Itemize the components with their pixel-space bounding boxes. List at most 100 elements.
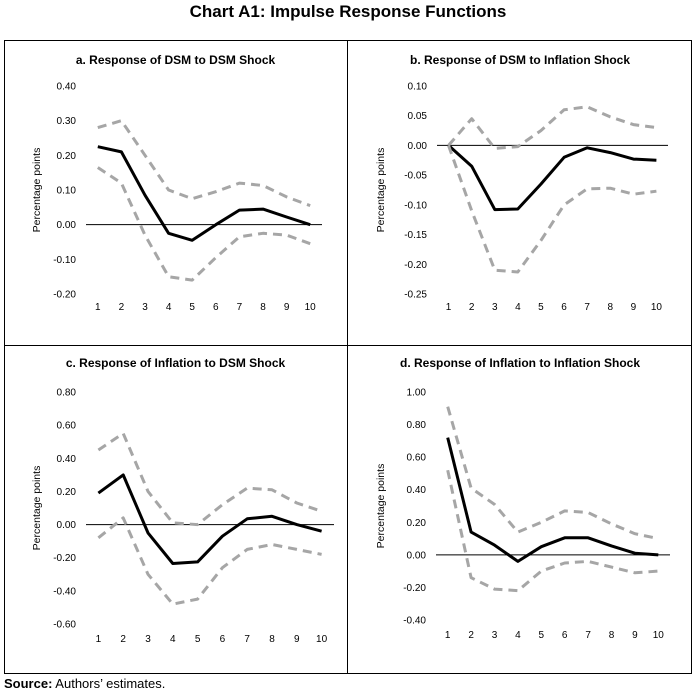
panel-d-y-tick-label: -0.20 — [403, 583, 426, 594]
panel-b-y-tick-label: 0.05 — [408, 111, 428, 122]
panel-a-y-tick-label: -0.10 — [53, 255, 76, 266]
panel-c-y-tick-label: 0.60 — [57, 421, 77, 432]
panel-c-x-tick-label: 9 — [294, 634, 300, 645]
panel-b-x-tick-label: 8 — [607, 302, 613, 313]
panel-d-y-axis-label: Percentage points — [375, 464, 387, 549]
panel-a: a. Response of DSM to DSM Shock Percentag… — [4, 40, 347, 345]
chart-grid-frame — [4, 40, 692, 674]
panel-c-y-tick-label: 0.40 — [57, 454, 77, 465]
panel-d-response-line — [446, 437, 659, 563]
panel-b-lower-band-line — [447, 144, 657, 274]
panel-a-y-tick-label: 0.20 — [57, 151, 77, 162]
panel-b-upper-band-line — [447, 105, 657, 150]
panel-c-x-tick-label: 6 — [220, 634, 226, 645]
panel-a-x-tick-label: 10 — [305, 302, 317, 313]
panel-c: c. Response of Inflation to DSM Shock Per… — [4, 346, 347, 674]
panel-b-x-tick-label: 6 — [561, 302, 567, 313]
panel-d-y-tick-label: 1.00 — [407, 388, 427, 399]
panel-d-x-tick-label: 9 — [632, 630, 638, 641]
panel-a-x-tick-label: 4 — [166, 302, 172, 313]
panel-d-upper-band-line — [446, 406, 659, 541]
panel-b-y-tick-label: -0.05 — [404, 171, 427, 182]
panel-a-y-tick-label: 0.00 — [57, 220, 77, 231]
panel-c-y-tick-label: 0.20 — [57, 487, 77, 498]
panel-b-y-tick-label: -0.10 — [404, 200, 427, 211]
panel-b-x-tick-label: 4 — [515, 302, 521, 313]
panel-a-y-axis-label: Percentage points — [31, 148, 43, 233]
panel-divider-vertical — [347, 40, 348, 674]
panel-d-x-tick-label: 4 — [515, 630, 521, 641]
panel-a-x-tick-label: 6 — [213, 302, 219, 313]
panel-a-chart: a. Response of DSM to DSM Shock Percentag… — [31, 53, 322, 313]
panel-b-chart: b. Response of DSM to Inflation Shock Per… — [375, 53, 668, 313]
panel-c-lower-band-line — [97, 516, 322, 606]
panel-d-x-tick-label: 6 — [562, 630, 568, 641]
panel-d-title: d. Response of Inflation to Inflation Sh… — [400, 356, 640, 370]
panel-d-x-tick-label: 2 — [468, 630, 474, 641]
panel-c-y-tick-label: -0.60 — [53, 620, 76, 631]
panel-b-y-tick-label: -0.20 — [404, 260, 427, 271]
source-label: Source: — [4, 676, 53, 691]
panel-d-x-tick-label: 7 — [585, 630, 591, 641]
panel-c-x-tick-label: 4 — [170, 634, 176, 645]
panel-b-y-tick-label: 0.10 — [408, 82, 428, 93]
panel-b-response-line — [447, 144, 657, 212]
panel-d-chart: d. Response of Inflation to Inflation Sh… — [375, 356, 670, 641]
panel-c-y-tick-label: -0.40 — [53, 586, 76, 597]
panel-b-x-tick-label: 1 — [446, 302, 452, 313]
panel-b-y-axis-label: Percentage points — [375, 148, 387, 233]
panel-d-y-tick-label: 0.00 — [407, 550, 427, 561]
panel-d-x-tick-label: 1 — [445, 630, 451, 641]
panel-d-x-tick-label: 10 — [653, 630, 665, 641]
panel-b-x-tick-label: 2 — [469, 302, 475, 313]
panel-b: b. Response of DSM to Inflation Shock Per… — [348, 40, 692, 345]
panel-a-lower-band-line — [96, 166, 311, 282]
panel-b-title: b. Response of DSM to Inflation Shock — [410, 53, 630, 67]
panel-a-upper-band-line — [97, 119, 311, 208]
panel-b-x-tick-label: 3 — [492, 302, 498, 313]
panel-d-y-tick-label: 0.60 — [407, 453, 427, 464]
chart-main-title: Chart A1: Impulse Response Functions — [189, 2, 507, 21]
panel-b-y-tick-label: 0.00 — [408, 141, 428, 152]
panel-d-x-tick-label: 5 — [539, 630, 545, 641]
panel-d-y-tick-label: 0.80 — [407, 420, 427, 431]
panel-a-y-tick-label: 0.10 — [57, 186, 77, 197]
panel-c-y-tick-label: 0.80 — [57, 388, 77, 399]
source-note: Source: Authors’ estimates. — [4, 676, 165, 691]
panel-a-y-tick-label: 0.40 — [57, 82, 77, 93]
panel-d-y-tick-label: 0.40 — [407, 485, 427, 496]
panel-d-y-tick-label: 0.20 — [407, 518, 427, 529]
panel-d: d. Response of Inflation to Inflation Sh… — [348, 346, 692, 674]
panel-c-response-line — [97, 473, 322, 565]
panel-c-x-tick-label: 8 — [269, 634, 275, 645]
panel-a-y-tick-label: 0.30 — [57, 116, 77, 127]
panel-b-x-tick-label: 10 — [651, 302, 663, 313]
panel-c-upper-band-line — [97, 431, 323, 527]
panel-a-x-tick-label: 7 — [237, 302, 243, 313]
panel-d-x-tick-label: 3 — [492, 630, 498, 641]
panel-a-x-tick-label: 5 — [189, 302, 195, 313]
panel-c-x-tick-label: 7 — [244, 634, 250, 645]
panel-a-x-tick-label: 3 — [142, 302, 148, 313]
panel-b-y-tick-label: -0.25 — [404, 290, 427, 301]
panel-a-title: a. Response of DSM to DSM Shock — [76, 53, 276, 67]
source-text: Authors’ estimates. — [52, 676, 166, 691]
panel-c-x-tick-label: 1 — [96, 634, 102, 645]
panel-d-x-tick-label: 8 — [609, 630, 615, 641]
panel-b-x-tick-label: 5 — [538, 302, 544, 313]
panel-a-x-tick-label: 8 — [260, 302, 266, 313]
panel-divider-horizontal — [4, 345, 692, 346]
panel-a-response-line — [97, 145, 311, 242]
panel-c-x-tick-label: 5 — [195, 634, 201, 645]
panel-a-x-tick-label: 2 — [119, 302, 125, 313]
panel-c-title: c. Response of Inflation to DSM Shock — [66, 356, 286, 370]
panel-d-y-tick-label: -0.40 — [403, 616, 426, 627]
panel-d-lower-band-line — [446, 469, 659, 593]
panel-c-x-tick-label: 10 — [316, 634, 328, 645]
panel-b-y-tick-label: -0.15 — [404, 230, 427, 241]
panel-c-y-tick-label: -0.20 — [53, 553, 76, 564]
panel-a-x-tick-label: 1 — [95, 302, 101, 313]
panel-c-x-tick-label: 3 — [145, 634, 151, 645]
panel-b-x-tick-label: 9 — [631, 302, 637, 313]
panel-c-y-tick-label: 0.00 — [57, 520, 77, 531]
